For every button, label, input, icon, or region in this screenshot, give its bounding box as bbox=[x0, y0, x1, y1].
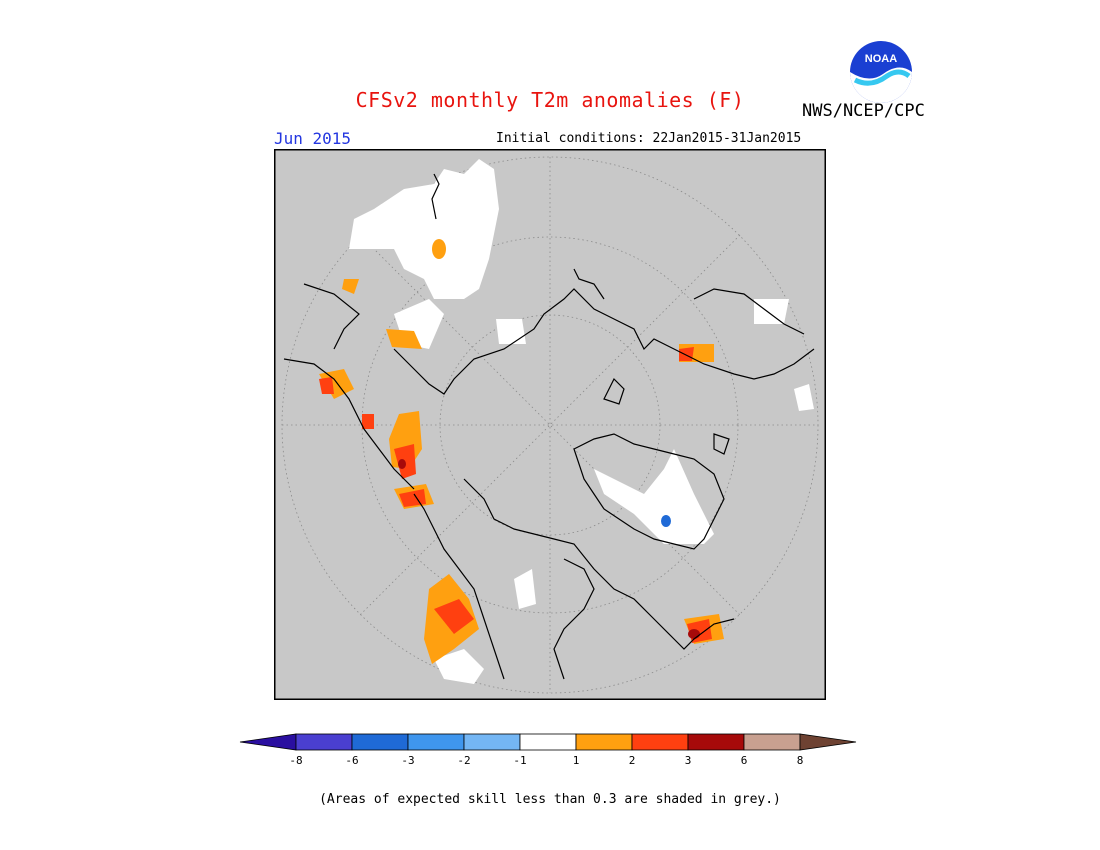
logo-text: NOAA bbox=[865, 53, 897, 65]
legend-tick-label: 8 bbox=[797, 754, 804, 767]
legend-bin bbox=[407, 733, 465, 751]
legend-tick-label: 3 bbox=[685, 754, 692, 767]
legend-bin bbox=[743, 733, 801, 751]
legend-tick-label: -6 bbox=[345, 754, 358, 767]
legend-tick-label: -3 bbox=[401, 754, 414, 767]
legend-bin bbox=[295, 733, 353, 751]
legend-tick-label: -2 bbox=[457, 754, 470, 767]
initial-conditions: Initial conditions: 22Jan2015-31Jan2015 bbox=[496, 131, 802, 146]
legend-bin bbox=[631, 733, 689, 751]
white-neutral-areas bbox=[349, 159, 814, 684]
legend-bin bbox=[575, 733, 633, 751]
skill-footnote: (Areas of expected skill less than 0.3 a… bbox=[319, 792, 781, 807]
legend-tick-label: 2 bbox=[629, 754, 636, 767]
coastlines bbox=[283, 173, 815, 680]
legend-bin bbox=[351, 733, 409, 751]
legend-tick-label: -1 bbox=[513, 754, 526, 767]
chart-title: CFSv2 monthly T2m anomalies (F) bbox=[355, 88, 745, 112]
color-legend: -8 -6 -3 -2 -1 1 2 3 6 8 bbox=[239, 733, 857, 767]
legend-tick-label: 1 bbox=[573, 754, 580, 767]
legend-bin bbox=[687, 733, 745, 751]
legend-bin bbox=[463, 733, 521, 751]
legend-arrow-low bbox=[239, 733, 297, 751]
blue-anomaly-areas bbox=[661, 515, 671, 527]
polar-map bbox=[274, 149, 826, 700]
agency-label: NWS/NCEP/CPC bbox=[802, 101, 925, 121]
legend-arrow-high bbox=[799, 733, 857, 751]
legend-tick-label: -8 bbox=[289, 754, 302, 767]
target-month: Jun 2015 bbox=[274, 129, 352, 148]
noaa-logo-icon: NOAA bbox=[850, 41, 912, 103]
legend-bin bbox=[519, 733, 577, 751]
legend-tick-label: 6 bbox=[741, 754, 748, 767]
